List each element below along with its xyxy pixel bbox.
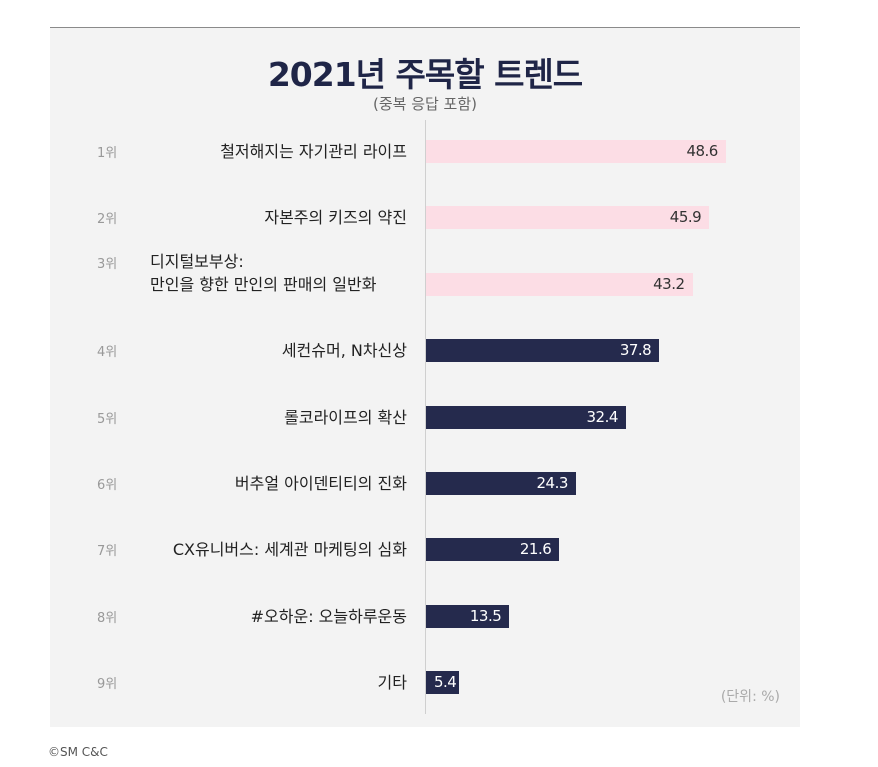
category-label: CX유니버스: 세계관 마케팅의 심화 — [173, 538, 407, 561]
bar: 37.8 — [426, 339, 660, 363]
bar: 43.2 — [426, 272, 693, 296]
rank-label: 8위 — [97, 610, 118, 626]
category-label-line: 롤코라이프의 확산 — [284, 407, 407, 427]
category-label-line: 버추얼 아이덴티티의 진화 — [234, 474, 407, 493]
source-credit: ©SM C&C — [48, 745, 108, 759]
rank-label: 9위 — [97, 677, 118, 693]
bar: 24.3 — [426, 472, 576, 495]
unit-label: (단위: %) — [720, 689, 780, 705]
chart-subtitle: (중복 응답 포함) — [372, 95, 478, 113]
rank-label: 2위 — [97, 212, 118, 228]
rank-label: 4위 — [97, 345, 118, 361]
bar-value-label: 32.4 — [586, 407, 619, 426]
top-divider — [50, 27, 800, 28]
bar: 21.6 — [426, 538, 560, 562]
category-label-line: 디지털보부상: — [150, 251, 244, 271]
category-label-line: 자본주의 키즈의 약진 — [264, 208, 407, 228]
rank-label: 1위 — [97, 146, 118, 161]
bar: 48.6 — [426, 140, 726, 163]
bar-value-label: 13.5 — [469, 606, 502, 625]
rank-label: 3위 — [97, 256, 118, 272]
category-label: 디지털보부상: 만인을 향한 만인의 판매의 일반화 — [150, 250, 376, 296]
category-label: 롤코라이프의 확산 — [284, 406, 407, 429]
bar-value-label: 37.8 — [619, 341, 652, 360]
rank-label: 7위 — [97, 544, 118, 560]
category-label: 버추얼 아이덴티티의 진화 — [235, 472, 407, 495]
category-label: 자본주의 키즈의 약진 — [264, 206, 407, 229]
bar: 13.5 — [426, 604, 510, 628]
bar-value-label: 43.2 — [653, 274, 685, 293]
category-label: #오하운: 오늘하루운동 — [251, 605, 407, 628]
category-label-line: 철저해지는 자기관리 라이프 — [220, 142, 407, 161]
category-label-line: CX유니버스: 세계관 마케팅의 심화 — [172, 540, 407, 560]
bar-value-label: 21.6 — [519, 540, 552, 559]
chart-title: 2021년 주목할 트렌드 — [267, 55, 583, 94]
bar-value-label: 45.9 — [669, 208, 702, 227]
category-label-line: 기타 — [377, 673, 407, 693]
category-label: 세컨슈머, N차신상 — [282, 339, 407, 362]
category-label: 철저해지는 자기관리 라이프 — [220, 140, 407, 163]
category-label-line: 세컨슈머, N차신상 — [281, 341, 407, 361]
bar-value-label: 24.3 — [536, 474, 569, 492]
axis-line — [425, 120, 426, 714]
bar: 5.4 — [426, 671, 460, 695]
category-label-line: #오하운: 오늘하루운동 — [250, 606, 407, 626]
category-label-line: 만인을 향한 만인의 판매의 일반화 — [150, 274, 377, 294]
bar: 45.9 — [426, 206, 710, 230]
rank-label: 6위 — [97, 478, 118, 493]
bar-value-label: 5.4 — [433, 673, 457, 692]
bar: 32.4 — [426, 405, 626, 429]
bar-value-label: 48.6 — [686, 142, 718, 160]
category-label: 기타 — [378, 671, 407, 694]
rank-label: 5위 — [97, 411, 118, 427]
chart-panel: 2021년 주목할 트렌드 (중복 응답 포함) (단위: %) 1위 철저해지는… — [50, 28, 800, 727]
